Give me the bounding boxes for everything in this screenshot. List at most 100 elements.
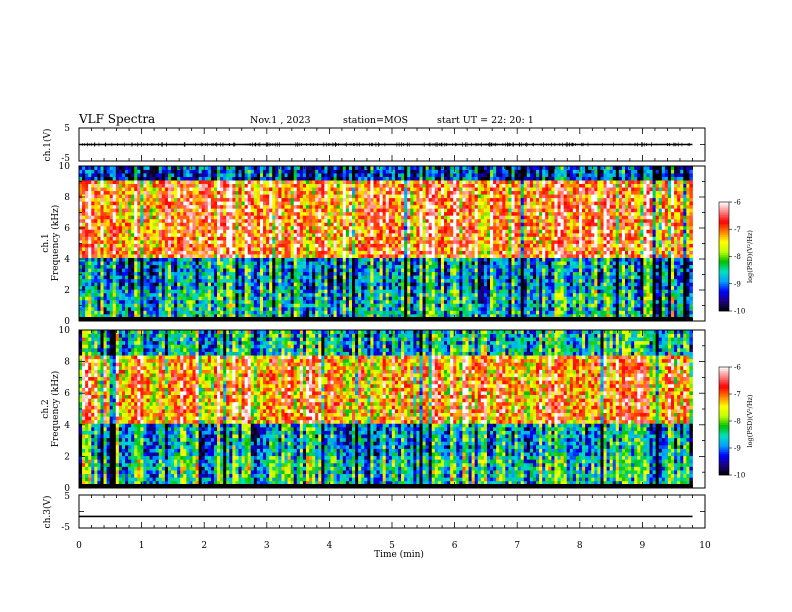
spectrogram-cell: [382, 243, 387, 248]
spectrogram-cell: [88, 239, 92, 244]
spectrogram-cell: [263, 310, 267, 315]
spectrogram-cell: [336, 296, 341, 301]
spectrogram-cell: [140, 169, 144, 174]
spectrogram-cell: [134, 232, 138, 237]
spectrogram-cell: [382, 306, 387, 311]
spectrogram-cell: [183, 187, 187, 192]
spectrogram-cell: [244, 173, 249, 177]
spectrogram-cell: [385, 201, 390, 206]
spectrogram-cell: [296, 197, 301, 202]
spectrogram-cell: [186, 183, 190, 188]
spectrogram-cell: [388, 229, 393, 234]
spectrogram-cell: [293, 261, 298, 266]
spectrogram-cell: [217, 169, 221, 174]
spectrogram-cell: [128, 176, 132, 181]
spectrogram-cell: [339, 239, 344, 244]
spectrogram-cell: [158, 257, 163, 262]
spectrogram-cell: [140, 306, 144, 311]
spectrogram-cell: [149, 183, 154, 188]
spectrogram-cell: [177, 176, 181, 181]
spectrogram-cell: [312, 169, 316, 174]
spectrogram-cell: [358, 194, 362, 199]
spectrogram-cell: [161, 204, 166, 209]
spectrogram-cell: [333, 310, 338, 315]
spectrogram-cell: [155, 229, 160, 234]
spectrogram-cell: [253, 225, 258, 230]
spectrogram-cell: [241, 306, 246, 311]
spectrogram-cell: [229, 208, 233, 213]
spectrogram-cell: [207, 194, 212, 199]
spectrogram-cell: [174, 278, 178, 283]
spectrogram-cell: [109, 225, 114, 230]
spectrogram-cell: [342, 275, 347, 280]
spectrogram-cell: [247, 166, 252, 170]
spectrogram-cell: [183, 310, 187, 315]
spectrogram-cell: [361, 222, 365, 227]
spectrogram-cell: [207, 296, 212, 301]
spectrogram-cell: [272, 261, 276, 266]
spectrogram-cell: [336, 222, 341, 227]
spectrogram-cell: [235, 299, 239, 304]
spectrogram-cell: [109, 215, 114, 220]
spectrogram-cell: [109, 190, 114, 195]
spectrogram-cell: [229, 306, 233, 311]
spectrogram-cell: [220, 190, 224, 195]
spectrogram-cell: [155, 218, 160, 223]
spectrogram-cell: [201, 299, 206, 304]
spectrogram-cell: [284, 292, 288, 297]
spectrogram-cell: [131, 243, 135, 248]
spectrogram-cell: [112, 232, 117, 237]
spectrogram-cell: [152, 250, 157, 255]
spectrogram-cell: [161, 247, 166, 251]
spectrogram-cell: [220, 313, 224, 318]
spectrogram-cell: [174, 268, 178, 273]
spectrogram-cell: [88, 261, 92, 266]
spectrogram-cell: [385, 261, 390, 266]
spectrogram-cell: [370, 187, 374, 192]
spectrogram-cell: [348, 303, 353, 308]
spectrogram-cell: [376, 190, 381, 195]
spectrogram-cell: [324, 313, 328, 318]
spectrogram-cell: [342, 296, 347, 301]
spectrogram-cell: [217, 313, 221, 318]
spectrogram-cell: [336, 208, 341, 213]
spectrogram-cell: [342, 254, 347, 258]
spectrogram-cell: [79, 236, 83, 241]
spectrogram-cell: [324, 232, 328, 237]
spectrogram-cell: [213, 215, 218, 220]
spectrogram-cell: [376, 197, 381, 202]
spectrogram-cell: [358, 201, 362, 206]
spectrogram-cell: [88, 264, 92, 269]
spectrogram-cell: [235, 271, 239, 276]
spectrogram-cell: [164, 289, 169, 294]
spectrogram-cell: [174, 264, 178, 269]
spectrogram-cell: [149, 229, 154, 234]
spectrogram-cell: [195, 190, 200, 195]
spectrogram-cell: [321, 173, 325, 177]
spectrogram-cell: [189, 169, 193, 174]
spectrogram-cell: [88, 247, 92, 251]
spectrogram-cell: [183, 169, 187, 174]
spectrogram-cell: [128, 197, 132, 202]
spectrogram-cell: [118, 243, 123, 248]
spectrogram-cell: [388, 250, 393, 255]
spectrogram-cell: [345, 215, 350, 220]
spectrogram-cell: [391, 289, 396, 294]
spectrogram-cell: [259, 211, 264, 216]
spectrogram-cell: [213, 313, 218, 318]
spectrogram-cell: [278, 310, 282, 315]
spectrogram-cell: [192, 268, 196, 273]
spectrogram-cell: [131, 278, 135, 283]
spectrogram-cell: [361, 169, 365, 174]
spectrogram-cell: [161, 250, 166, 255]
spectrogram-cell: [177, 299, 181, 304]
spectrogram-cell: [192, 194, 196, 199]
spectrogram-cell: [309, 232, 313, 237]
spectrogram-cell: [336, 282, 341, 287]
spectrogram-cell: [269, 250, 273, 255]
spectrogram-cell: [355, 247, 359, 251]
spectrogram-cell: [177, 268, 181, 273]
spectrogram-cell: [94, 292, 98, 297]
spectrogram-cell: [82, 215, 86, 220]
spectrogram-cell: [278, 278, 282, 283]
